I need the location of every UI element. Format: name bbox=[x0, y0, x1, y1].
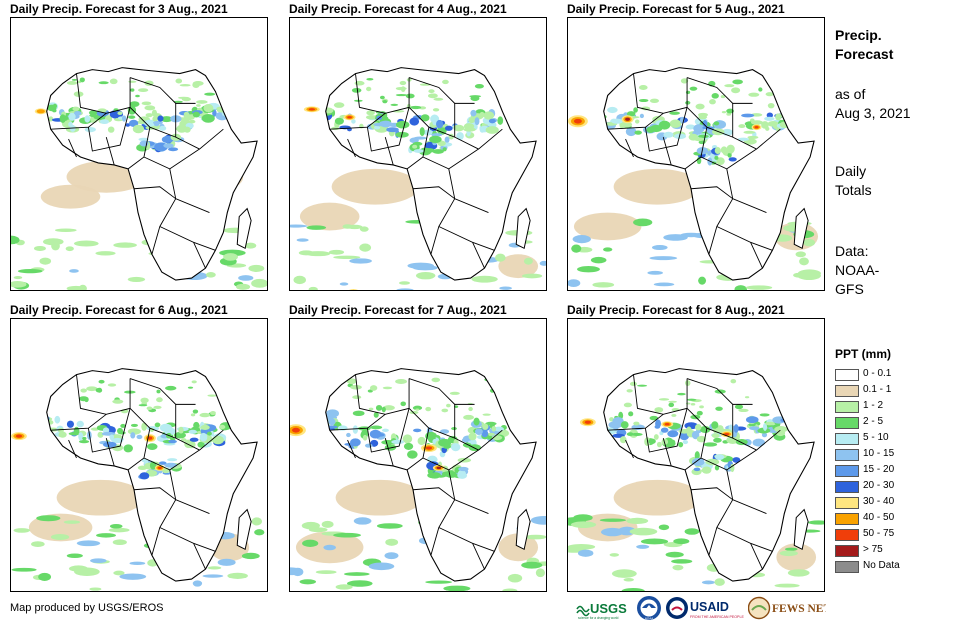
legend-label: 40 - 50 bbox=[863, 512, 895, 523]
legend-swatch bbox=[835, 465, 859, 477]
country-borders bbox=[607, 73, 781, 269]
panel-title: Daily Precip. Forecast for 6 Aug., 2021 bbox=[10, 303, 228, 317]
usgs-tagline: science for a changing world bbox=[578, 616, 619, 620]
legend-label: 10 - 15 bbox=[863, 448, 895, 459]
madagascar bbox=[236, 508, 252, 551]
africa-coastline bbox=[325, 368, 537, 582]
africa-coastline bbox=[325, 67, 537, 281]
precip-map-svg bbox=[568, 368, 824, 591]
product-title: Precip. Forecast bbox=[835, 26, 893, 64]
as-of-date: as of Aug 3, 2021 bbox=[835, 85, 911, 123]
data-line2: NOAA- bbox=[835, 262, 880, 278]
legend-swatch bbox=[835, 417, 859, 429]
heavy-precip-layer bbox=[568, 115, 762, 131]
madagascar bbox=[793, 508, 809, 551]
legend-label: No Data bbox=[863, 560, 900, 571]
country-borders bbox=[50, 374, 224, 570]
legend-swatch bbox=[835, 561, 859, 573]
logo-strip: USGS science for a changing world NOAA U… bbox=[576, 595, 826, 621]
usaid-logo: USAID FROM THE AMERICAN PEOPLE bbox=[666, 597, 744, 619]
panel-title: Daily Precip. Forecast for 4 Aug., 2021 bbox=[289, 2, 507, 16]
precip-map bbox=[289, 318, 547, 592]
fews-net-logo: FEWS NET bbox=[748, 596, 826, 620]
legend-label: 1 - 2 bbox=[863, 400, 884, 411]
legend-label: 2 - 5 bbox=[863, 416, 884, 427]
legend-swatch bbox=[835, 513, 859, 525]
legend-label: 0 - 0.1 bbox=[863, 368, 892, 379]
legend-label: 5 - 10 bbox=[863, 432, 889, 443]
madagascar bbox=[793, 207, 809, 250]
fews-net-logo-text: FEWS NET bbox=[772, 603, 826, 615]
madagascar bbox=[515, 207, 531, 250]
legend-swatch bbox=[835, 369, 859, 381]
data-line1: Data: bbox=[835, 243, 869, 259]
usgs-logo-text: USGS bbox=[590, 601, 627, 616]
product-title-line1: Precip. bbox=[835, 27, 882, 43]
legend-label: 15 - 20 bbox=[863, 464, 895, 475]
heavy-precip-layer bbox=[303, 106, 358, 290]
heavy-precip-layer bbox=[34, 108, 47, 115]
usaid-logo-text: USAID bbox=[690, 600, 729, 614]
legend-swatch bbox=[835, 433, 859, 445]
land-precip-layer bbox=[603, 378, 788, 476]
africa-coastline bbox=[46, 67, 258, 281]
legend-label: 20 - 30 bbox=[863, 480, 895, 491]
land-precip-layer bbox=[46, 77, 229, 153]
precip-map-svg bbox=[11, 67, 267, 290]
precip-map-svg bbox=[290, 368, 546, 591]
land-precip-layer bbox=[46, 379, 232, 480]
heavy-precip-layer bbox=[290, 424, 445, 471]
panel-title: Daily Precip. Forecast for 8 Aug., 2021 bbox=[567, 303, 785, 317]
totals-line2: Totals bbox=[835, 182, 872, 198]
legend-swatch bbox=[835, 545, 859, 557]
country-borders bbox=[329, 374, 503, 570]
legend-label: 0.1 - 1 bbox=[863, 384, 892, 395]
panel-title: Daily Precip. Forecast for 3 Aug., 2021 bbox=[10, 2, 228, 16]
legend-swatch bbox=[835, 529, 859, 541]
precip-map bbox=[289, 17, 547, 291]
product-title-line2: Forecast bbox=[835, 46, 894, 62]
usgs-logo: USGS science for a changing world bbox=[576, 601, 627, 620]
precip-map bbox=[10, 17, 268, 291]
africa-coastline bbox=[46, 368, 258, 582]
precip-map bbox=[567, 17, 825, 291]
usaid-tagline: FROM THE AMERICAN PEOPLE bbox=[690, 615, 744, 619]
heavy-precip-layer bbox=[579, 418, 733, 438]
precip-map-svg bbox=[11, 368, 265, 591]
country-borders bbox=[50, 73, 224, 269]
madagascar bbox=[515, 508, 531, 551]
legend-label: 50 - 75 bbox=[863, 528, 895, 539]
legend-title: PPT (mm) bbox=[835, 347, 892, 361]
noaa-logo-text: NOAA bbox=[645, 617, 654, 621]
legend-label: 30 - 40 bbox=[863, 496, 895, 507]
madagascar bbox=[236, 207, 252, 250]
panel-title: Daily Precip. Forecast for 5 Aug., 2021 bbox=[567, 2, 785, 16]
legend-swatch bbox=[835, 385, 859, 397]
credit-text: Map produced by USGS/EROS bbox=[10, 602, 164, 614]
noaa-logo: NOAA bbox=[637, 596, 661, 621]
africa-coastline bbox=[603, 368, 815, 582]
precip-map-svg bbox=[568, 67, 821, 290]
africa-coastline bbox=[603, 67, 815, 281]
panel-title: Daily Precip. Forecast for 7 Aug., 2021 bbox=[289, 303, 507, 317]
precip-map bbox=[567, 318, 825, 592]
precip-map-svg bbox=[290, 67, 546, 290]
totals-note: Daily Totals bbox=[835, 162, 872, 200]
legend-swatch bbox=[835, 481, 859, 493]
legend-label: > 75 bbox=[863, 544, 883, 555]
heavy-precip-layer bbox=[11, 432, 165, 471]
legend-swatch bbox=[835, 497, 859, 509]
legend-swatch bbox=[835, 449, 859, 461]
as-of-line1: as of bbox=[835, 86, 866, 102]
legend-swatch bbox=[835, 401, 859, 413]
precip-map bbox=[10, 318, 268, 592]
as-of-line2: Aug 3, 2021 bbox=[835, 105, 911, 121]
totals-line1: Daily bbox=[835, 163, 867, 179]
country-borders bbox=[329, 73, 503, 269]
data-source: Data: NOAA- GFS bbox=[835, 242, 879, 299]
data-line3: GFS bbox=[835, 281, 864, 297]
